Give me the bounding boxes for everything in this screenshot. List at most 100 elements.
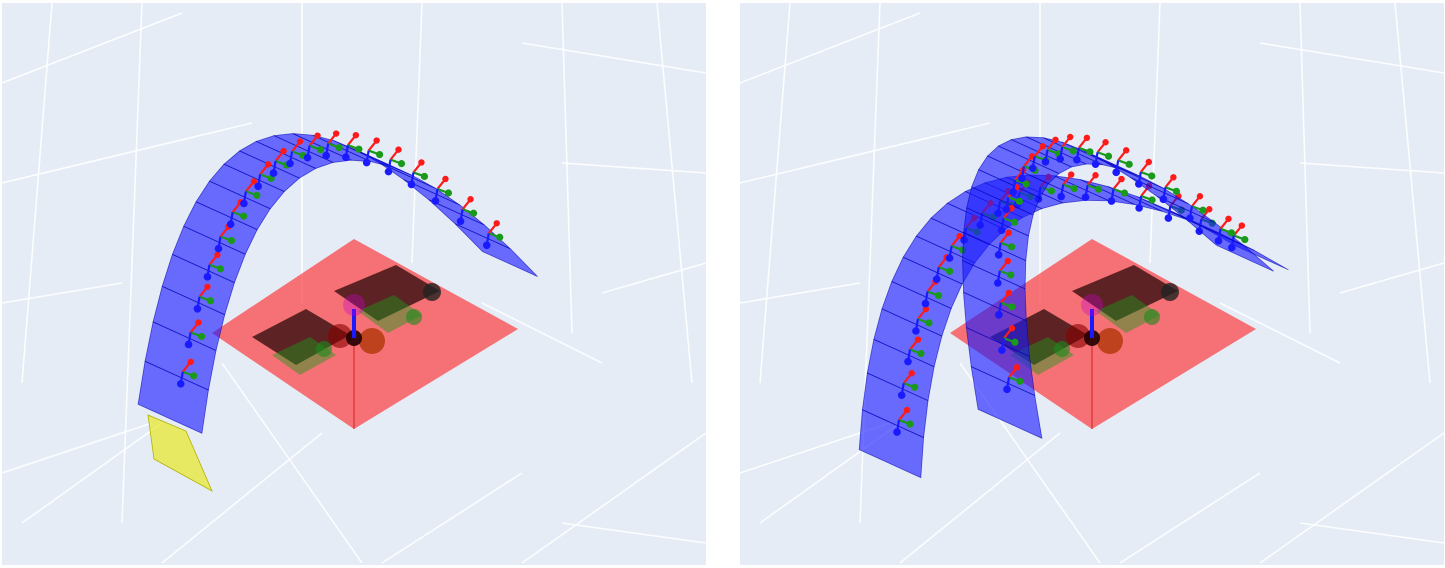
module-18 <box>403 178 485 226</box>
axis-z-tip <box>269 169 278 177</box>
axis-z-tip <box>1003 385 1011 394</box>
axis-x-tip <box>1118 175 1125 183</box>
axis-y-tip <box>469 209 478 217</box>
axis-z-tip <box>1135 204 1143 212</box>
grid-line <box>1149 3 1161 264</box>
axis-y-tip <box>227 237 236 245</box>
grid-line <box>2 12 183 84</box>
axis-y-tip <box>1011 338 1019 346</box>
axis-z-tip <box>303 153 312 162</box>
axis-z-tip <box>1135 180 1143 188</box>
axis-x-tip <box>1004 257 1011 265</box>
axis-x-tip <box>1170 174 1177 181</box>
axis-x-tip <box>214 251 221 259</box>
axis-x-tip <box>1067 171 1075 178</box>
axis-y-tip <box>197 332 206 341</box>
dark-plate-1 <box>334 265 440 321</box>
axis-x-tip <box>442 175 449 183</box>
right-3d-view[interactable] <box>740 3 1444 565</box>
axis-z-tip <box>1214 237 1223 245</box>
grid-line <box>561 162 706 174</box>
grid-line <box>2 282 123 304</box>
axis-y-tip <box>206 297 215 305</box>
axis-x-tip <box>296 138 304 145</box>
axis-y-tip <box>190 372 198 380</box>
axis-z-tip <box>997 226 1006 235</box>
axis-x-tip <box>187 358 194 366</box>
grid-line <box>521 42 706 74</box>
grid-line <box>21 3 53 384</box>
axis-y-tip <box>925 319 933 327</box>
axis-z-tip <box>482 241 491 250</box>
grid-line <box>2 422 153 474</box>
axis-y-tip <box>496 233 504 241</box>
axis-y-tip <box>1227 229 1236 237</box>
axis-z-tip <box>1159 195 1168 204</box>
module-chain <box>137 130 538 492</box>
axis-x-tip <box>1005 289 1013 297</box>
axis-z-tip <box>456 217 465 226</box>
axis-y-tip <box>1125 160 1133 168</box>
axis-z-tip <box>1164 214 1173 222</box>
grid-line <box>2 122 253 184</box>
axis-y-tip <box>1104 152 1113 160</box>
green-plate-1 <box>358 295 422 333</box>
axis-z-tip <box>995 311 1003 319</box>
axis-y-tip <box>946 267 954 275</box>
grid-line <box>1259 42 1444 74</box>
axis-y-tip <box>1070 184 1078 193</box>
axis-x-tip <box>1005 229 1012 237</box>
module-chain <box>858 133 1289 479</box>
grid-line <box>656 3 693 384</box>
axis-y-tip <box>420 172 429 181</box>
axis-z-tip <box>322 151 330 160</box>
axis-y-tip <box>216 265 225 273</box>
axis-x-tip <box>418 159 425 166</box>
axis-x-tip <box>1052 136 1059 144</box>
axis-z-tip <box>893 428 901 436</box>
axis-z-tip <box>214 244 223 253</box>
grid-line <box>601 262 706 294</box>
axis-x-tip <box>1083 134 1091 142</box>
axis-x-tip <box>395 146 402 153</box>
axis-y-tip <box>1086 148 1094 156</box>
left-3d-scene <box>2 3 706 564</box>
base-module <box>147 414 213 492</box>
axis-y-tip <box>906 420 914 428</box>
axis-z-tip <box>994 251 1003 259</box>
joint-marker <box>1081 294 1103 316</box>
joint-marker <box>423 283 441 301</box>
axis-z-tip <box>1107 197 1116 205</box>
axis-z-tip <box>1041 158 1050 166</box>
axis-y-tip <box>1008 303 1016 311</box>
joint-marker <box>1144 309 1160 325</box>
grid-line <box>1119 472 1261 564</box>
axis-x-tip <box>332 130 340 137</box>
right-3d-scene <box>740 3 1444 564</box>
grid-line <box>759 3 791 384</box>
grid-line <box>1299 162 1444 174</box>
axis-y-tip <box>911 383 919 391</box>
axis-x-tip <box>250 178 258 185</box>
axis-z-tip <box>431 197 440 205</box>
axis-y-tip <box>1069 147 1077 155</box>
grid-line <box>899 432 1061 564</box>
axis-z-tip <box>897 391 906 400</box>
axis-z-tip <box>203 273 212 281</box>
axis-z-tip <box>226 220 235 228</box>
grid-line <box>411 3 423 264</box>
axis-z-tip <box>912 327 920 335</box>
axis-z-tip <box>176 380 185 388</box>
grid-line <box>381 472 523 564</box>
axis-x-tip <box>1206 206 1213 213</box>
left-3d-view[interactable] <box>2 3 706 565</box>
axis-x-tip <box>1102 139 1109 146</box>
axis-z-tip <box>1057 192 1065 201</box>
axis-y-tip <box>376 150 384 159</box>
axis-y-tip <box>240 212 248 220</box>
axis-x-tip <box>195 319 202 326</box>
axis-x-tip <box>1122 147 1130 154</box>
grid-line <box>1339 262 1444 294</box>
axis-y-tip <box>253 191 261 199</box>
joint-marker <box>343 294 365 316</box>
